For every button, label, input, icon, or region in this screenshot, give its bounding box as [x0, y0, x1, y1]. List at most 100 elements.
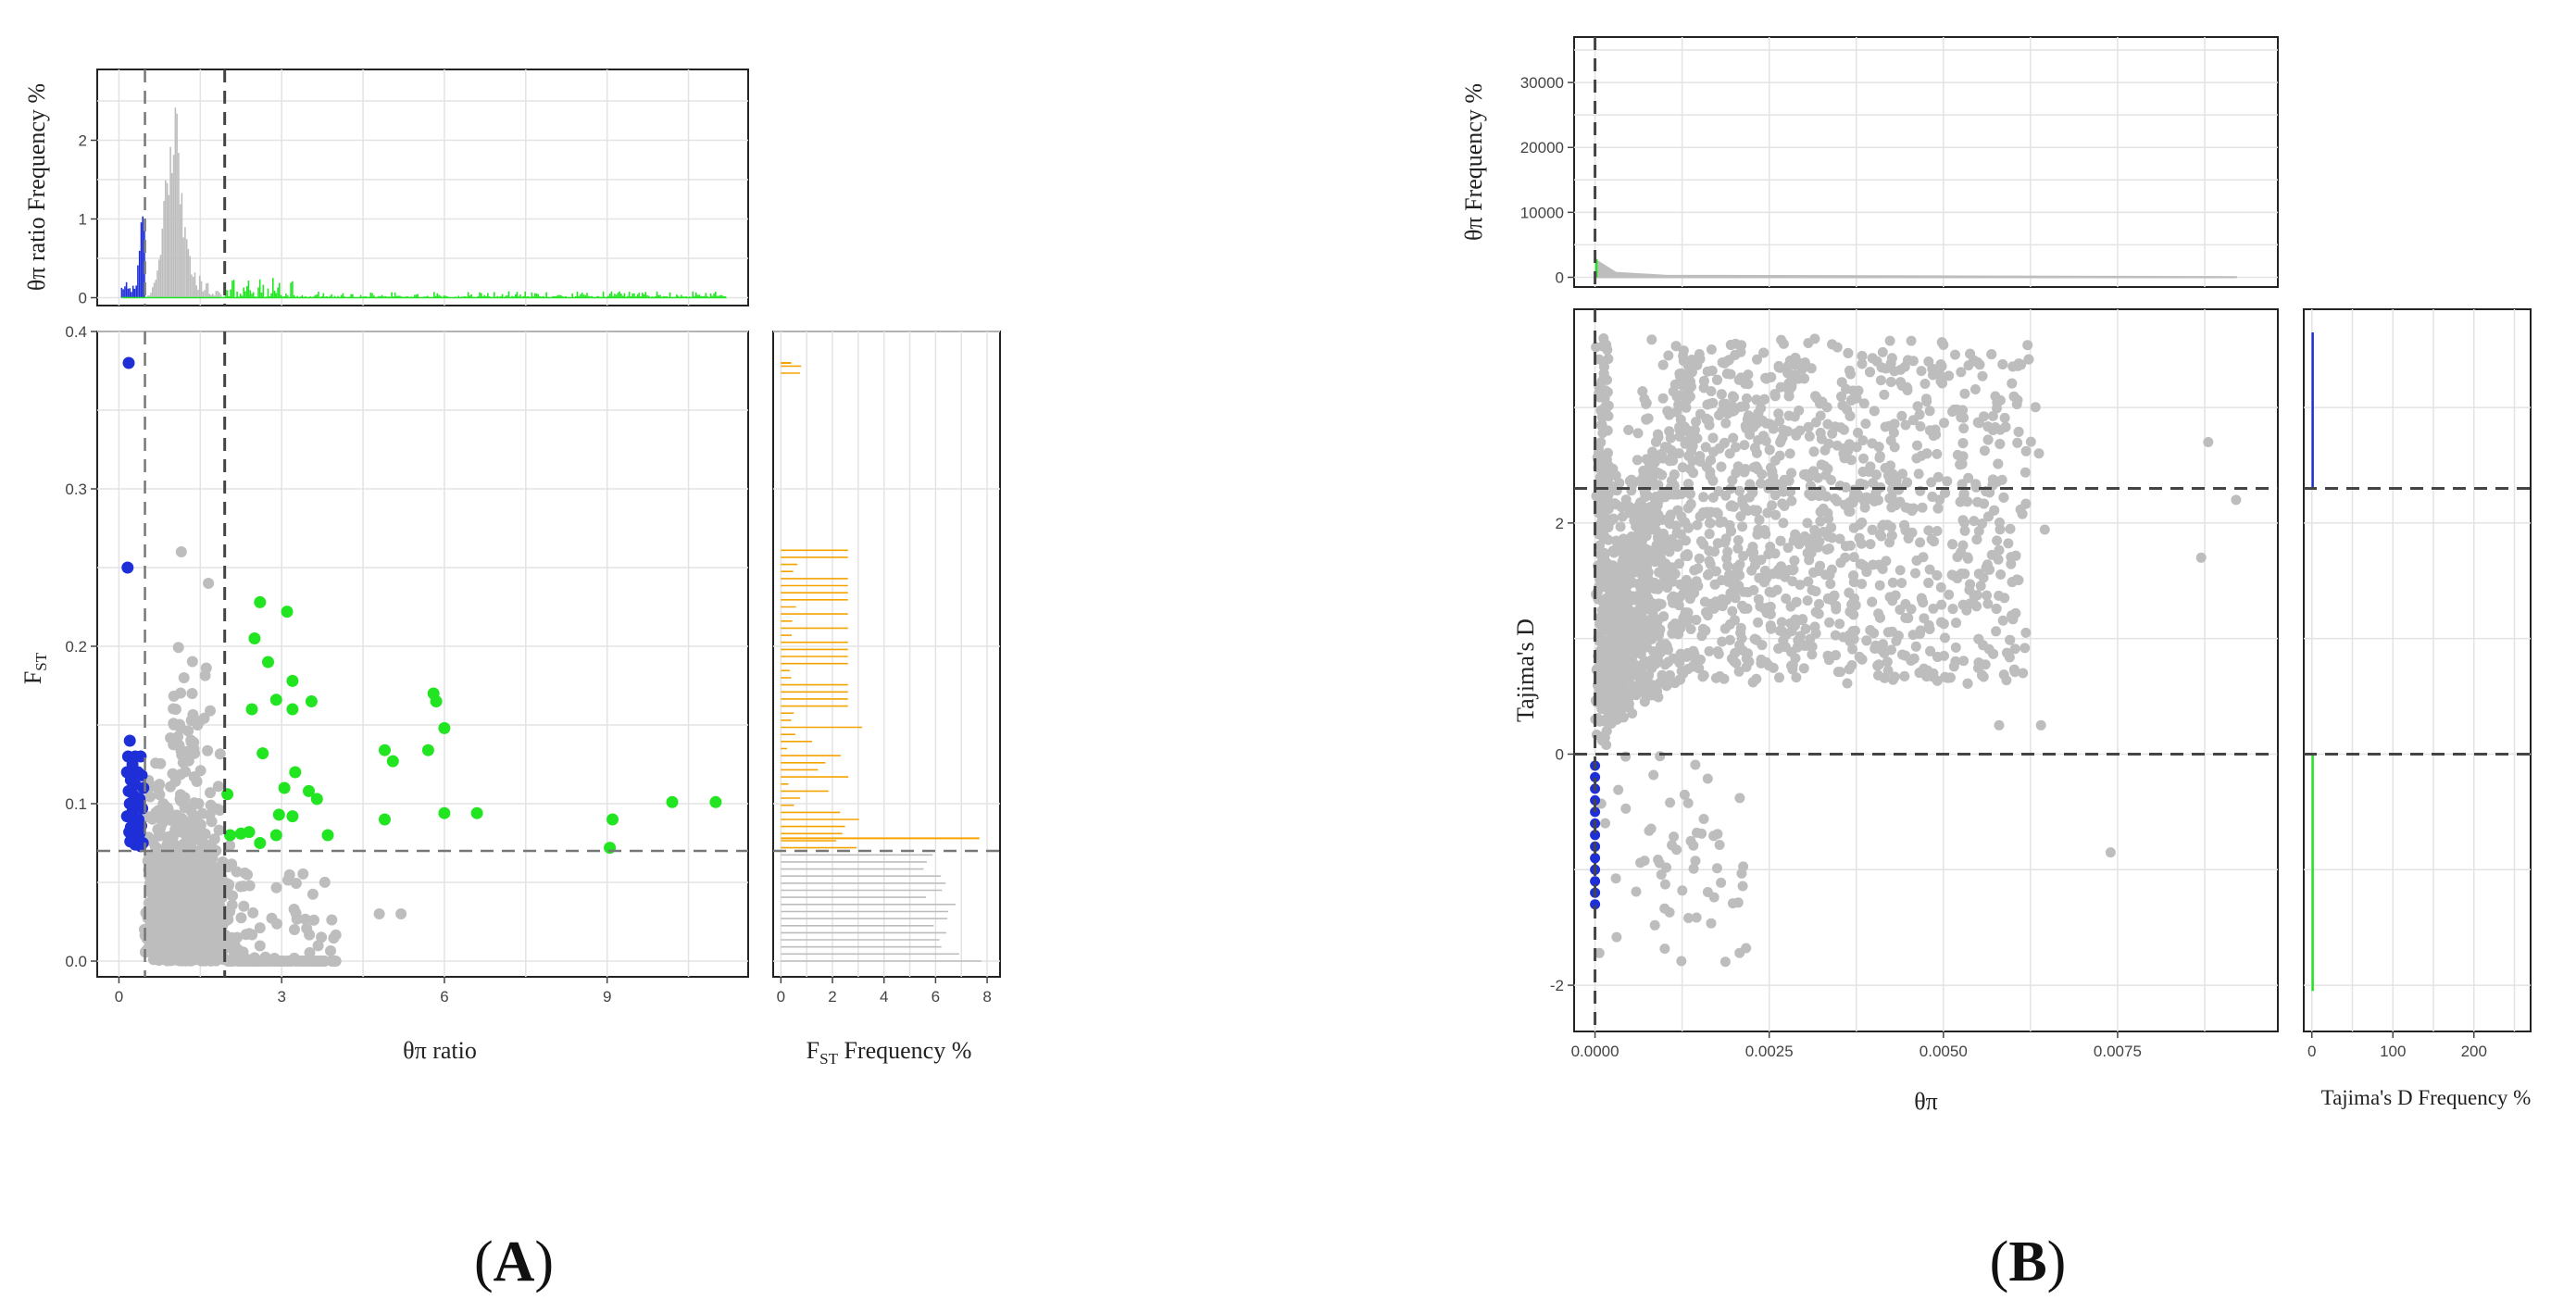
panel-b-scatter-point-background — [1665, 432, 1676, 444]
panel-b-scatter-point-background — [1604, 714, 1615, 725]
panel-b-scatter-point-background — [1815, 410, 1826, 421]
panel-b-scatter-point-background — [1915, 537, 1926, 548]
panel-a-scatter-point-background — [203, 922, 215, 934]
panel-b-scatter-point-background — [1874, 580, 1885, 591]
panel-a-scatter-point-background — [288, 904, 300, 915]
panel-a-scatter-point-background — [304, 946, 316, 958]
panel-a-scatter-point-background — [186, 656, 198, 668]
panel-b-scatter-point-background — [1713, 600, 1724, 611]
panel-b-scatter-point-background — [1734, 793, 1745, 804]
panel-b-scatter-point-background — [1823, 513, 1834, 524]
panel-b-scatter-point-background — [1865, 461, 1876, 472]
panel-b-scatter-point-background — [1995, 439, 2006, 449]
panel-b-scatter-point-background — [1709, 579, 1720, 590]
panel-a-scatter-point-background — [154, 789, 166, 801]
panel-b-scatter-point-background — [1594, 497, 1606, 508]
panel-b-scatter-point-background — [1662, 406, 1673, 417]
panel-b-scatter-point-background — [1916, 366, 1927, 377]
panel-b-scatter-point-background — [1637, 386, 1648, 397]
panel-b-top-frame — [1573, 36, 2279, 288]
panel-b-scatter-point-background — [1844, 365, 1855, 376]
panel-b-scatter-point-background — [1752, 529, 1763, 540]
panel-a-scatter-point-background — [186, 688, 198, 699]
panel-a-scatter-point-selected_high_ratio — [269, 829, 282, 842]
panel-b-scatter-point-background — [1663, 656, 1674, 668]
panel-a-scatter-point-background — [217, 919, 229, 931]
panel-a-scatter-point-background — [227, 956, 239, 967]
panel-b-scatter-point-background — [1691, 912, 1702, 923]
panel-b-scatter-point-background — [1912, 401, 1923, 412]
panel-b-scatter-point-background — [1834, 533, 1845, 544]
panel-b-scatter-point-background — [1874, 612, 1885, 623]
panel-a-scatter-xtick-label: 6 — [440, 988, 448, 1006]
panel-b-scatter-point-background — [1664, 456, 1675, 467]
panel-b-scatter-point-background — [1665, 669, 1675, 681]
panel-b-scatter-point-background — [1924, 564, 1935, 575]
panel-a-right-histogram: 0 2 4 6 8 FST Frequency % — [772, 331, 1001, 1068]
panel-b-scatter-point-background — [1789, 411, 1800, 422]
panel-a-scatter-point-selected_high_ratio — [243, 826, 256, 839]
panel-b-scatter-point-background — [1698, 382, 1709, 394]
panel-b-scatter-point-background — [1959, 569, 1970, 580]
panel-b-scatter-point-background — [1657, 579, 1667, 590]
panel-b-scatter-point-background — [1705, 518, 1715, 529]
panel-b-scatter-point-background — [1781, 594, 1792, 604]
panel-a-scatter-point-background — [156, 806, 168, 817]
panel-a-scatter-point-selected_high_ratio — [666, 795, 679, 808]
panel-b-scatter-point-background — [1718, 398, 1729, 409]
panel-b-scatter-point-background — [1879, 647, 1890, 658]
panel-a-scatter-point-background — [178, 672, 190, 683]
panel-a-scatter-point-background — [297, 868, 309, 880]
panel-b-scatter-point-background — [1858, 453, 1869, 464]
panel-a-scatter-point-background — [204, 863, 216, 875]
panel-b-scatter-point-background — [1802, 547, 1813, 558]
panel-b-scatter-point-background — [1735, 511, 1746, 522]
panel-b-scatter-point-background — [1843, 347, 1854, 358]
panel-b-scatter-point-background — [1932, 471, 1944, 482]
panel-b-scatter-point-background — [1799, 469, 1809, 480]
panel-a-scatter-point-background — [319, 876, 331, 888]
panel-a-scatter-point-background — [180, 923, 192, 935]
panel-b-scatter-point-background — [1658, 611, 1669, 622]
panel-b-scatter-point-background — [1902, 382, 1913, 394]
panel-b-scatter-point-background — [1770, 509, 1782, 520]
panel-b-scatter-point-background — [1677, 462, 1688, 473]
panel-a-scatter-point-selected_high_ratio — [606, 813, 619, 826]
panel-b-scatter-point-background — [1932, 448, 1943, 459]
panel-b-scatter-point-background — [1602, 640, 1613, 651]
panel-b-scatter-point-background — [1619, 568, 1631, 579]
panel-a-scatter-point-background — [290, 878, 302, 889]
panel-b-scatter-point-background — [1757, 415, 1768, 426]
panel-b-scatter-point-background — [1790, 428, 1801, 439]
panel-a-scatter-point-selected_high_ratio — [379, 743, 391, 756]
panel-a-scatter-point-background — [312, 940, 324, 952]
panel-b-scatter-point-background — [1637, 594, 1648, 606]
panel-a-scatter-xtick-label: 3 — [277, 988, 285, 1006]
panel-b-scatter-point-background — [1859, 502, 1870, 513]
panel-b-scatter-point-background — [1879, 672, 1890, 683]
panel-b-scatter-point-background — [1987, 410, 1998, 421]
panel-b-scatter-point-background — [1919, 379, 1931, 389]
panel-b-scatter-point-background — [1715, 517, 1725, 528]
panel-b-scatter-point-background — [1716, 389, 1727, 400]
panel-b-scatter-point-background — [1944, 589, 1955, 600]
panel-b-scatter-point-background — [1786, 374, 1797, 385]
panel-a-scatter-point-selected_high_ratio — [709, 795, 722, 808]
panel-b-scatter-point-background — [1899, 670, 1910, 681]
panel-b-scatter-point-background — [1957, 479, 1968, 490]
panel-b-scatter-point-background — [1803, 576, 1814, 587]
panel-b-scatter-point-background — [1932, 652, 1943, 662]
panel-a-scatter-point-background — [234, 881, 246, 893]
panel-b-scatter-point-background — [1667, 593, 1678, 604]
panel-a-scatter-point-background — [163, 831, 175, 843]
panel-b-scatter-point-background — [1775, 435, 1786, 446]
panel-b-scatter-point-background — [1674, 558, 1684, 569]
panel-b-scatter-point-background — [1759, 394, 1770, 405]
panel-b-scatter-point-background — [1736, 372, 1746, 383]
panel-a-scatter-ytick-label: 0.0 — [65, 953, 87, 970]
panel-b-scatter-point-background — [1936, 599, 1947, 610]
panel-b-scatter-point-background — [1751, 394, 1762, 406]
panel-b-scatter-point-background — [1657, 359, 1669, 370]
panel-b-scatter-point-background — [1904, 503, 1915, 514]
panel-a-scatter-point-background — [212, 935, 224, 947]
